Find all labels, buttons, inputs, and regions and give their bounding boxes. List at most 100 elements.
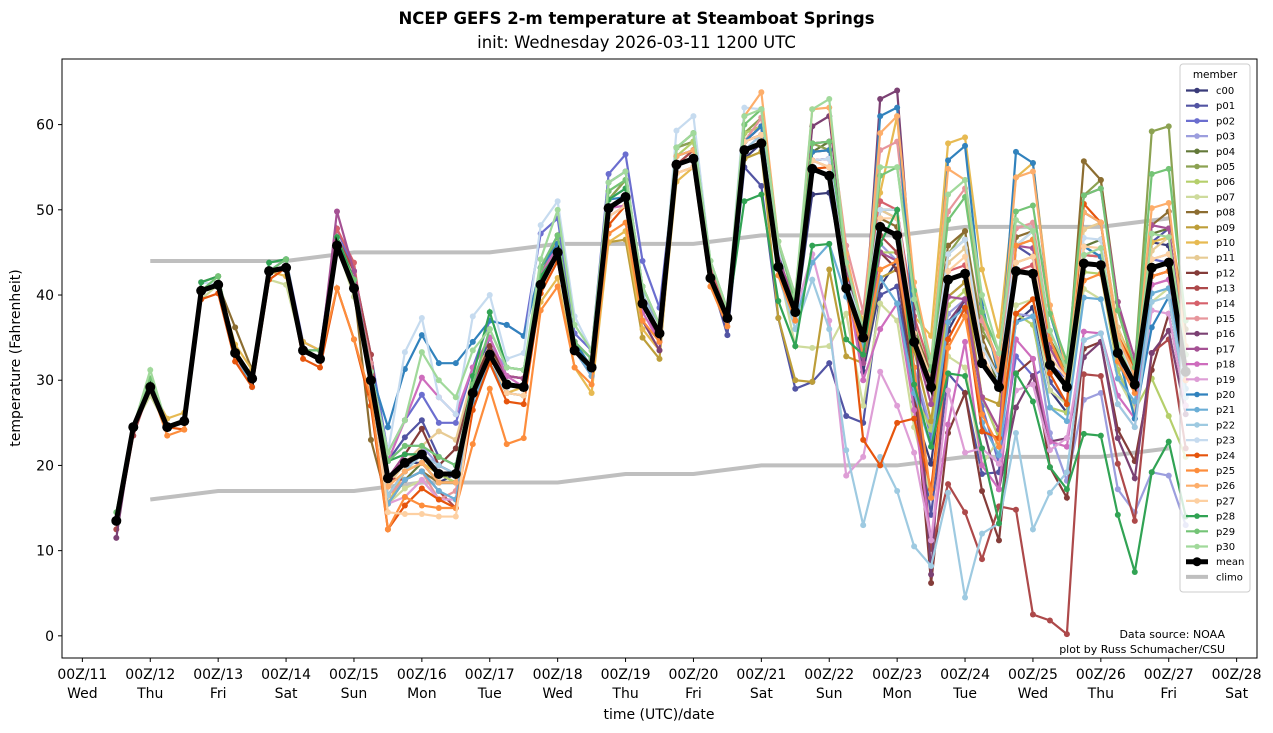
member-point bbox=[418, 417, 425, 424]
member-point bbox=[503, 390, 510, 397]
mean-point bbox=[450, 468, 461, 479]
member-point bbox=[962, 338, 969, 345]
mean-point bbox=[909, 336, 920, 347]
legend-label: p14 bbox=[1216, 299, 1235, 310]
legend-label: p18 bbox=[1216, 360, 1235, 371]
member-line bbox=[115, 124, 1187, 522]
member-point bbox=[979, 428, 986, 435]
mean-point bbox=[331, 240, 342, 251]
mean-point bbox=[535, 279, 546, 290]
member-point bbox=[503, 321, 510, 328]
mean-point bbox=[518, 382, 529, 393]
mean-point bbox=[926, 382, 937, 393]
member-point bbox=[1046, 310, 1053, 317]
y-tick-label: 60 bbox=[36, 118, 54, 134]
legend-marker bbox=[1194, 528, 1200, 535]
x-axis-label: time (UTC)/date bbox=[603, 707, 714, 723]
member-point bbox=[945, 387, 952, 394]
x-tick-label: 00Z/27 bbox=[1144, 667, 1194, 683]
x-tick-label: 00Z/19 bbox=[601, 667, 651, 683]
member-point bbox=[673, 127, 680, 134]
member-point bbox=[1029, 202, 1036, 209]
mean-point bbox=[705, 272, 716, 283]
member-point bbox=[945, 242, 952, 249]
x-tick-weekday: Wed bbox=[1018, 686, 1049, 702]
legend-item-p13: p13 bbox=[1186, 284, 1235, 295]
member-point bbox=[469, 347, 476, 354]
x-tick-weekday: Fri bbox=[1160, 686, 1177, 702]
legend-title: member bbox=[1193, 69, 1238, 81]
mean-point bbox=[399, 457, 410, 468]
member-point bbox=[503, 398, 510, 405]
legend-marker bbox=[1194, 270, 1200, 276]
mean-point bbox=[128, 422, 139, 433]
member-point bbox=[809, 276, 816, 283]
member-point bbox=[1029, 526, 1036, 533]
member-point bbox=[758, 191, 765, 198]
member-point bbox=[826, 138, 833, 145]
member-point bbox=[469, 313, 476, 320]
member-point bbox=[911, 415, 918, 422]
member-point bbox=[622, 151, 629, 158]
mean-point bbox=[484, 349, 495, 360]
member-point bbox=[537, 222, 544, 229]
x-tick-label: 00Z/25 bbox=[1008, 667, 1058, 683]
member-point bbox=[775, 315, 782, 322]
member-point bbox=[741, 198, 748, 205]
mean-point bbox=[433, 468, 444, 479]
member-point bbox=[928, 418, 935, 425]
mean-point bbox=[1146, 262, 1157, 273]
member-point bbox=[1012, 259, 1019, 266]
mean-point bbox=[722, 313, 733, 324]
member-point bbox=[979, 556, 986, 563]
member-point bbox=[656, 338, 663, 345]
mean-point bbox=[569, 345, 580, 356]
member-point bbox=[1114, 375, 1121, 382]
member-point bbox=[418, 374, 425, 381]
x-tick-label: 00Z/18 bbox=[533, 667, 583, 683]
legend-marker bbox=[1194, 498, 1200, 504]
legend-item-p21: p21 bbox=[1186, 405, 1235, 416]
member-point bbox=[894, 206, 901, 213]
mean-point bbox=[756, 138, 767, 149]
mean-point bbox=[586, 362, 597, 373]
member-point bbox=[1046, 489, 1053, 496]
member-point bbox=[809, 344, 816, 351]
mean-point bbox=[858, 332, 869, 343]
member-point bbox=[1012, 242, 1019, 249]
member-point bbox=[1114, 511, 1121, 518]
legend-label: p03 bbox=[1216, 132, 1235, 143]
y-tick-label: 50 bbox=[36, 203, 54, 219]
x-tick-weekday: Thu bbox=[1087, 686, 1114, 702]
legend-marker bbox=[1194, 209, 1200, 215]
member-point bbox=[928, 571, 935, 578]
member-point bbox=[435, 419, 442, 426]
legend-label: c00 bbox=[1216, 86, 1234, 97]
member-point bbox=[418, 511, 425, 518]
member-point bbox=[1046, 327, 1053, 334]
member-point bbox=[1029, 253, 1036, 260]
member-point bbox=[639, 317, 646, 324]
member-point bbox=[945, 319, 952, 326]
member-point bbox=[758, 131, 765, 138]
member-point bbox=[571, 364, 578, 371]
member-point bbox=[656, 347, 663, 354]
member-point bbox=[401, 434, 408, 441]
legend-item-p25: p25 bbox=[1186, 466, 1235, 477]
member-point bbox=[962, 176, 969, 183]
legend-label: p11 bbox=[1216, 253, 1235, 264]
mean-point bbox=[247, 373, 258, 384]
legend-marker bbox=[1194, 300, 1200, 307]
member-point bbox=[945, 370, 952, 377]
x-tick-label: 00Z/28 bbox=[1212, 667, 1262, 683]
legend-marker bbox=[1194, 452, 1200, 459]
member-point bbox=[384, 424, 391, 431]
mean-point bbox=[145, 382, 156, 393]
member-point bbox=[690, 130, 697, 137]
member-point bbox=[860, 377, 867, 384]
member-point bbox=[181, 426, 188, 433]
legend-item-p10: p10 bbox=[1186, 238, 1235, 249]
member-point bbox=[1165, 293, 1172, 300]
member-series-p13 bbox=[113, 123, 1189, 638]
member-point bbox=[741, 104, 748, 111]
